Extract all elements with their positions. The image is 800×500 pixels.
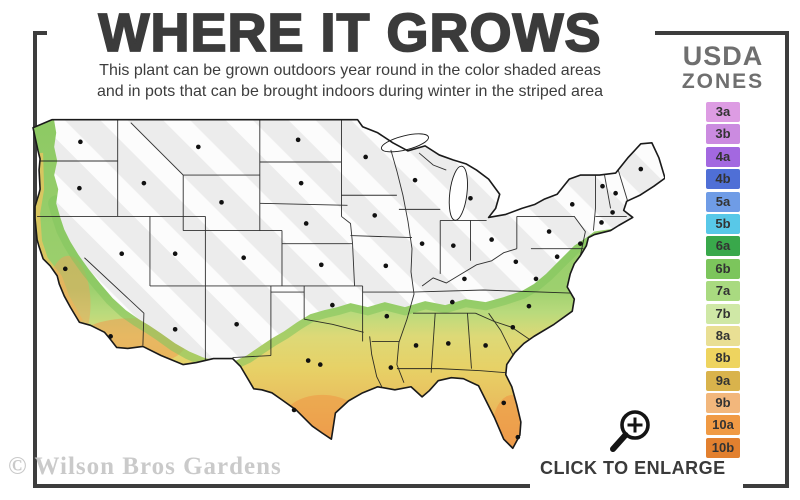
legend-zone-8b: 8b [706, 348, 740, 369]
legend-zone-3a: 3a [706, 102, 740, 122]
page-title: WHERE IT GROWS [98, 2, 602, 64]
legend-zone-10b: 10b [706, 437, 740, 458]
legend-title-zones: ZONES [681, 70, 765, 93]
frame-left-line [33, 31, 37, 488]
frame-top-right-bracket [655, 31, 789, 35]
usa-map-svg [32, 118, 666, 450]
page-subtitle: This plant can be grown outdoors year ro… [45, 60, 655, 102]
legend-zone-10a: 10a [706, 415, 740, 436]
legend-zone-5b: 5b [706, 213, 740, 234]
us-outline [32, 118, 666, 450]
frame-top-left-bracket [33, 31, 47, 35]
city-dots [62, 137, 644, 440]
legend-zone-9a: 9a [706, 370, 740, 391]
state-borders [37, 119, 629, 387]
legend-zone-4a: 4a [706, 146, 740, 167]
frame-bottom-left-line [33, 484, 530, 488]
legend-zone-7a: 7a [706, 281, 740, 302]
legend-zone-6b: 6b [706, 258, 740, 279]
subtitle-line-2: and in pots that can be brought indoors … [96, 83, 604, 100]
subtitle-line-1: This plant can be grown outdoors year ro… [99, 62, 601, 79]
legend-zone-4b: 4b [706, 169, 740, 190]
usa-zone-map[interactable] [30, 110, 666, 468]
legend-zone-9b: 9b [706, 393, 740, 414]
magnifier-plus-icon[interactable] [603, 408, 657, 454]
legend-zone-8a: 8a [706, 325, 740, 346]
enlarge-button[interactable]: CLICK TO ENLARGE [540, 408, 726, 479]
frame-bottom-right-bracket [743, 484, 789, 488]
usda-zones-legend: USDA ZONES 3a 3b 4a 4b 5a 5b 6a 6b 7a 7b 8a 8b 9a 9b 1… [660, 42, 786, 460]
frame-right-line [785, 31, 789, 488]
legend-zone-7b: 7b [706, 303, 740, 324]
enlarge-label[interactable]: CLICK TO ENLARGE [540, 458, 726, 478]
legend-zone-5a: 5a [706, 191, 740, 212]
great-lakes [380, 133, 468, 221]
legend-zone-6a: 6a [706, 236, 740, 257]
legend-title-usda: USDA [682, 41, 764, 71]
legend-zones: 3a 3b 4a 4b 5a 5b 6a 6b 7a 7b 8a 8b 9a 9b 10a 10b [660, 102, 786, 458]
legend-zone-3b: 3b [706, 124, 740, 145]
watermark: © Wilson Bros Gardens [8, 453, 282, 480]
